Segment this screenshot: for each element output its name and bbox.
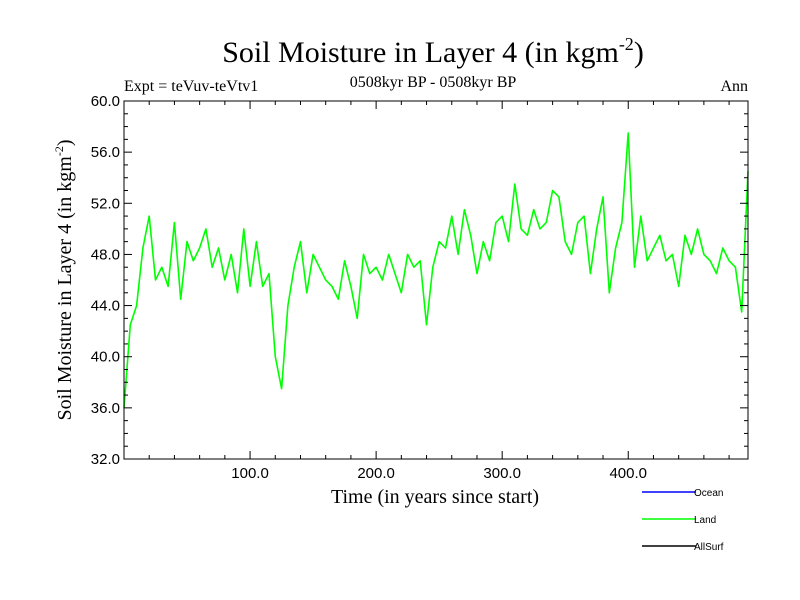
y-tick-label: 36.0: [91, 400, 120, 417]
y-tick-label: 44.0: [91, 298, 120, 315]
y-tick-label: 56.0: [91, 144, 120, 161]
y-tick-label: 48.0: [91, 246, 120, 263]
legend-label-allsurf: AllSurf: [694, 542, 724, 553]
y-axis-label-close: ): [54, 139, 76, 146]
legend: Ocean Land AllSurf: [642, 488, 724, 553]
chart-subtitle: 0508kyr BP - 0508kyr BP: [350, 74, 517, 91]
plot-area: [123, 100, 749, 460]
x-tick-label: 200.0: [357, 465, 395, 482]
chart-title-main: Soil Moisture in Layer 4 (in kgm: [222, 36, 619, 69]
y-tick-label: 60.0: [91, 93, 120, 110]
legend-label-ocean: Ocean: [694, 488, 723, 499]
season-label: Ann: [720, 78, 748, 95]
legend-label-land: Land: [694, 515, 716, 526]
experiment-label: Expt = teVuv-teVtv1: [124, 78, 258, 95]
x-tick-label: 300.0: [483, 465, 521, 482]
plot-frame: [123, 100, 749, 460]
x-tick-label: 100.0: [231, 465, 269, 482]
chart-title-superscript: -2: [619, 34, 634, 54]
chart-title-close: ): [634, 36, 644, 69]
series-line-land: [123, 132, 749, 408]
y-tick-label: 32.0: [91, 451, 120, 468]
chart-title: Soil Moisture in Layer 4 (in kgm-2): [222, 34, 644, 69]
y-tick-label: 52.0: [91, 195, 120, 212]
y-tick-label: 40.0: [91, 349, 120, 366]
y-axis: 32.0 36.0 40.0 44.0 48.0 52.0 56.0 60.0: [91, 93, 748, 468]
x-axis-label: Time (in years since start): [331, 486, 539, 508]
y-axis-label-main: Soil Moisture in Layer 4 (in kgm: [54, 156, 76, 421]
x-tick-label: 400.0: [609, 465, 647, 482]
x-axis: 100.0 200.0 300.0 400.0: [148, 101, 730, 482]
y-axis-label-superscript: -2: [52, 146, 66, 156]
y-axis-label: Soil Moisture in Layer 4 (in kgm-2): [52, 139, 76, 420]
